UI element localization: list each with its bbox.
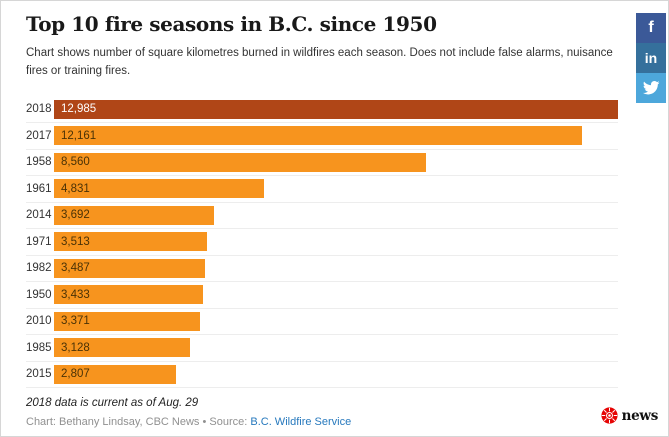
year-label: 1982	[26, 262, 52, 275]
bar: 3,487	[54, 258, 206, 278]
twitter-share-button[interactable]	[636, 73, 666, 103]
chart-row: 1985 3,128	[26, 335, 618, 362]
bar: 3,371	[54, 311, 201, 331]
chart-row: 1982 3,487	[26, 256, 618, 283]
bar-highlighted: 12,985	[54, 99, 618, 119]
value-label: 2,807	[61, 368, 90, 381]
value-label: 3,513	[61, 235, 90, 248]
cbc-gem-icon	[600, 407, 618, 424]
cbc-news-logo: news	[600, 407, 659, 424]
page-title: Top 10 fire seasons in B.C. since 1950	[26, 12, 437, 36]
chart-row: 2010 3,371	[26, 309, 618, 336]
bar: 8,560	[54, 152, 426, 172]
value-label: 3,128	[61, 341, 90, 354]
chart-row: 2014 3,692	[26, 203, 618, 230]
bar-track: 4,831	[54, 179, 618, 199]
facebook-share-button[interactable]: f	[636, 13, 666, 43]
year-label: 2017	[26, 129, 52, 142]
facebook-icon: f	[648, 19, 654, 36]
year-label: 1958	[26, 156, 52, 169]
bar: 2,807	[54, 364, 176, 384]
chart-row: 2015 2,807	[26, 362, 618, 389]
linkedin-icon: in	[644, 50, 658, 66]
bar-track: 3,692	[54, 205, 618, 225]
bar: 12,161	[54, 126, 583, 146]
twitter-icon	[642, 80, 660, 95]
year-label: 1961	[26, 182, 52, 195]
chart-row: 1958 8,560	[26, 150, 618, 177]
chart-description: Chart shows number of square kilometres …	[26, 47, 613, 77]
year-label: 2014	[26, 209, 52, 222]
byline-text: Chart: Bethany Lindsay, CBC News • Sourc…	[26, 416, 251, 429]
bar-track: 12,985	[54, 99, 618, 119]
bar: 3,692	[54, 205, 215, 225]
chart-row: 1961 4,831	[26, 176, 618, 203]
value-label: 8,560	[61, 156, 90, 169]
source-link[interactable]: B.C. Wildfire Service	[250, 416, 352, 429]
bar-track: 3,371	[54, 311, 618, 331]
value-label: 3,371	[61, 315, 90, 328]
chart-row: 2017 12,161	[26, 123, 618, 150]
bar-track: 3,128	[54, 338, 618, 358]
value-label: 12,161	[61, 129, 97, 142]
linkedin-share-button[interactable]: in	[636, 43, 666, 73]
chart-row: 2018 12,985	[26, 97, 618, 124]
bar: 3,128	[54, 338, 190, 358]
bar-track: 12,161	[54, 126, 618, 146]
chart-byline: Chart: Bethany Lindsay, CBC News • Sourc…	[26, 416, 668, 428]
value-label: 12,985	[61, 103, 97, 116]
year-label: 2015	[26, 368, 52, 381]
value-label: 3,487	[61, 262, 90, 275]
brand-text: news	[621, 407, 659, 424]
bar-track: 2,807	[54, 364, 618, 384]
year-label: 1985	[26, 341, 52, 354]
chart-row: 1950 3,433	[26, 282, 618, 309]
chart-footnote: 2018 data is current as of Aug. 29	[26, 397, 199, 410]
bar: 3,433	[54, 285, 204, 305]
year-label: 2010	[26, 315, 52, 328]
year-label: 1950	[26, 288, 52, 301]
bar-chart: 2018 12,985 2017 12,161 1958 8,560 1961 4,831 20…	[26, 97, 618, 389]
value-label: 4,831	[61, 182, 90, 195]
bar-track: 8,560	[54, 152, 618, 172]
chart-row: 1971 3,513	[26, 229, 618, 256]
share-buttons: f in	[636, 13, 666, 103]
value-label: 3,692	[61, 209, 90, 222]
year-label: 2018	[26, 103, 52, 116]
bar-track: 3,433	[54, 285, 618, 305]
bar-track: 3,487	[54, 258, 618, 278]
bar-track: 3,513	[54, 232, 618, 252]
year-label: 1971	[26, 235, 52, 248]
bar: 3,513	[54, 232, 207, 252]
value-label: 3,433	[61, 288, 90, 301]
bar: 4,831	[54, 179, 264, 199]
